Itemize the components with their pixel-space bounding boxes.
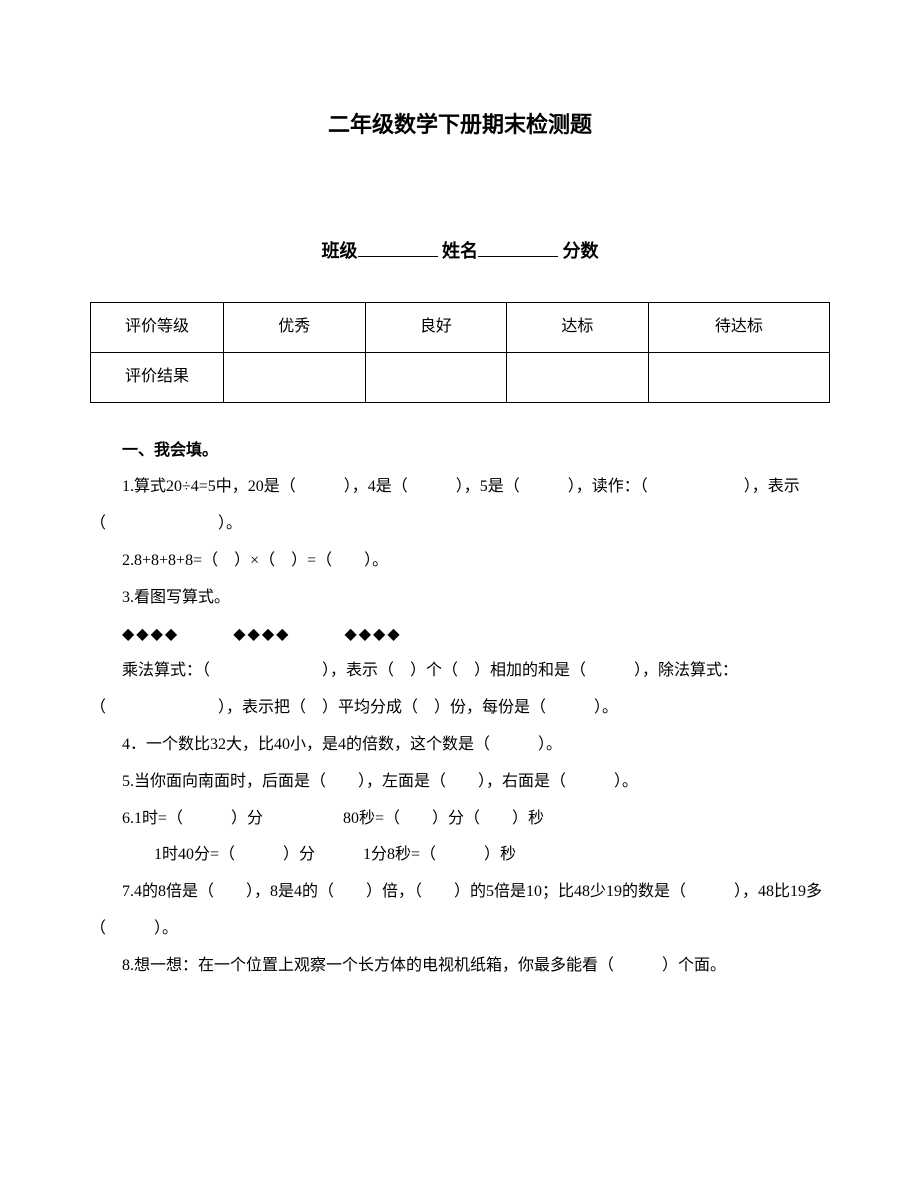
question-3-figure: ◆◆◆◆ ◆◆◆◆ ◆◆◆◆ <box>90 617 830 654</box>
question-5: 5.当你面向南面时，后面是（ ），左面是（ ），右面是（ ）。 <box>90 764 830 801</box>
question-6-line2: 1时40分=（ ）分 1分8秒=（ ）秒 <box>90 837 830 874</box>
question-7: 7.4的8倍是（ ），8是4的（ ）倍，（ ）的5倍是10；比48少19的数是（… <box>90 874 830 948</box>
class-label: 班级 <box>322 241 358 261</box>
student-info-line: 班级 姓名 分数 <box>90 231 830 272</box>
table-row: 评价等级 优秀 良好 达标 待达标 <box>91 302 830 352</box>
eval-result-cell <box>224 352 366 402</box>
eval-needs-improve: 待达标 <box>648 302 829 352</box>
question-1: 1.算式20÷4=5中，20是（ ），4是（ ），5是（ ），读作：（ ），表示… <box>90 469 830 543</box>
exam-title: 二年级数学下册期末检测题 <box>90 100 830 151</box>
class-blank <box>358 237 438 257</box>
eval-result-cell <box>507 352 649 402</box>
question-4: 4．一个数比32大，比40小，是4的倍数，这个数是（ ）。 <box>90 727 830 764</box>
question-6-line1: 6.1时=（ ）分 80秒=（ ）分（ ）秒 <box>90 801 830 838</box>
evaluation-table: 评价等级 优秀 良好 达标 待达标 评价结果 <box>90 302 830 403</box>
question-3-head: 3.看图写算式。 <box>90 580 830 617</box>
eval-excellent: 优秀 <box>224 302 366 352</box>
eval-level-label: 评价等级 <box>91 302 224 352</box>
question-3-body: 乘法算式：（ ），表示（ ）个（ ）相加的和是（ ），除法算式：（ ），表示把（… <box>90 653 830 727</box>
eval-result-cell <box>365 352 507 402</box>
section-1-heading: 一、我会填。 <box>90 433 830 470</box>
eval-result-cell <box>648 352 829 402</box>
table-row: 评价结果 <box>91 352 830 402</box>
eval-result-label: 评价结果 <box>91 352 224 402</box>
name-label: 姓名 <box>442 241 478 261</box>
question-2: 2.8+8+8+8=（ ）×（ ）=（ ）。 <box>90 543 830 580</box>
score-label: 分数 <box>563 241 599 261</box>
eval-pass: 达标 <box>507 302 649 352</box>
name-blank <box>478 237 558 257</box>
question-8: 8.想一想：在一个位置上观察一个长方体的电视机纸箱，你最多能看（ ）个面。 <box>90 948 830 985</box>
eval-good: 良好 <box>365 302 507 352</box>
